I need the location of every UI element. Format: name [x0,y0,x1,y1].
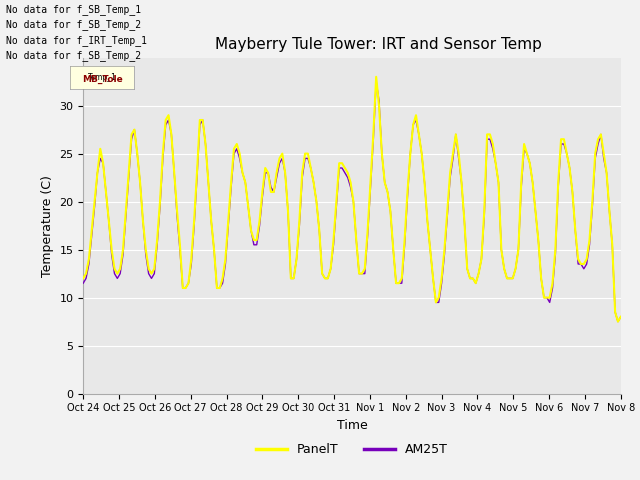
Text: No data for f_SB_Temp_2: No data for f_SB_Temp_2 [6,19,141,30]
Text: No data for f_SB_Temp_2: No data for f_SB_Temp_2 [6,50,141,61]
Text: MB_Tole: MB_Tole [82,75,123,84]
X-axis label: Time: Time [337,419,367,432]
Legend: PanelT, AM25T: PanelT, AM25T [251,438,453,461]
Text: No data for f_IRT_Temp_1: No data for f_IRT_Temp_1 [6,35,147,46]
Y-axis label: Temperature (C): Temperature (C) [41,175,54,276]
Text: Temp_1: Temp_1 [88,72,117,82]
Text: No data for f_SB_Temp_1: No data for f_SB_Temp_1 [6,4,141,15]
Title: Mayberry Tule Tower: IRT and Sensor Temp: Mayberry Tule Tower: IRT and Sensor Temp [216,37,542,52]
